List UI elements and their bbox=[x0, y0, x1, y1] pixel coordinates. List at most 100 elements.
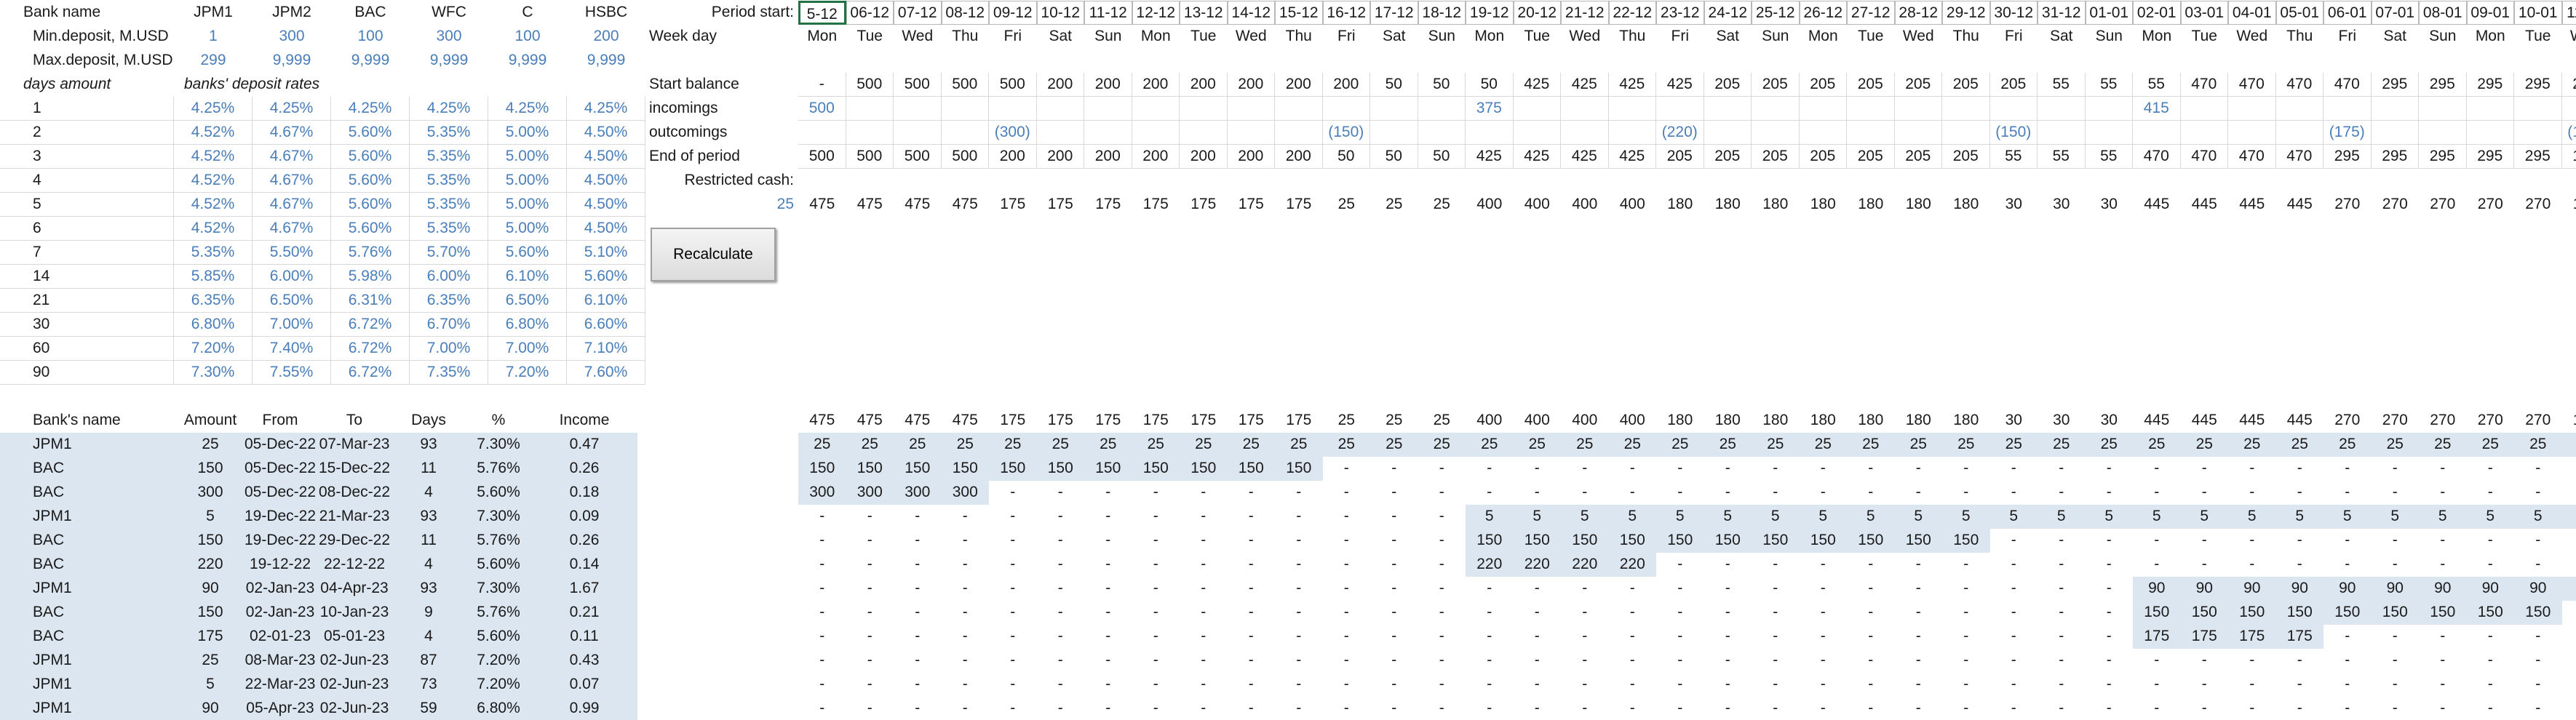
recalculate-button[interactable]: Recalculate bbox=[651, 228, 776, 281]
deposit-cell: 0.09 bbox=[531, 505, 637, 529]
grid-cell: - bbox=[1677, 652, 1683, 668]
grid-cell: - bbox=[1868, 700, 1874, 716]
income-cell bbox=[1275, 97, 1323, 121]
grid-cell: - bbox=[1534, 484, 1540, 500]
grid-cell: - bbox=[1820, 580, 1826, 596]
date-header: 11-12 bbox=[1084, 1, 1132, 25]
days-label: 30 bbox=[0, 313, 174, 337]
grid-cell: - bbox=[1487, 676, 1492, 692]
deposit-limit: 100 bbox=[357, 28, 383, 44]
grid-total: 270 bbox=[2477, 412, 2503, 428]
balance-cell: 50 bbox=[1466, 73, 1514, 97]
grid-cell: 25 bbox=[2180, 433, 2228, 457]
grid-cell: 175 bbox=[2180, 625, 2228, 649]
grid-cell: - bbox=[2059, 484, 2064, 500]
date-header: 14-12 bbox=[1227, 1, 1275, 25]
grid-cell: - bbox=[1677, 484, 1683, 500]
grid-cell: - bbox=[2106, 628, 2112, 644]
grid-cell: 220 bbox=[1608, 553, 1656, 577]
grid-cell: - bbox=[2535, 460, 2541, 476]
balance-cell: 200 bbox=[989, 145, 1037, 169]
deposit-limit: 300 bbox=[279, 28, 305, 44]
balance-cell: 470 bbox=[2133, 145, 2181, 169]
deposit-cell: 22-12-22 bbox=[317, 553, 391, 577]
grid-cell: 25 bbox=[2038, 433, 2086, 457]
balance-cell: 200 bbox=[1180, 73, 1228, 97]
grid-cell: - bbox=[1677, 460, 1683, 476]
deposit-cell: 7.20% bbox=[466, 673, 531, 697]
deposit-cell: 0.14 bbox=[531, 553, 637, 577]
date-header: 04-01 bbox=[2228, 1, 2276, 25]
grid-cell: 5 bbox=[2228, 505, 2276, 529]
grid-cell: - bbox=[2154, 484, 2160, 500]
grid-cell: - bbox=[2440, 628, 2446, 644]
available-cell: 175 bbox=[1286, 196, 1312, 212]
grid-total: 270 bbox=[2525, 412, 2551, 428]
rate-cell: 6.10% bbox=[567, 289, 645, 313]
grid-cell: - bbox=[1391, 580, 1397, 596]
income-cell bbox=[1036, 97, 1084, 121]
deposit-cell: 0.43 bbox=[531, 649, 637, 673]
available-cell: 445 bbox=[2286, 196, 2313, 212]
outgo-cell bbox=[2228, 121, 2276, 145]
rate-cell: 4.25% bbox=[331, 97, 410, 121]
rate-cell: 7.20% bbox=[488, 361, 567, 385]
grid-cell: - bbox=[1868, 580, 1874, 596]
weekday-cell: Sat bbox=[1716, 28, 1740, 44]
rate-cell: 6.72% bbox=[331, 337, 410, 361]
date-header: 28-12 bbox=[1894, 1, 1942, 25]
days-label: 4 bbox=[0, 169, 174, 193]
balance-cell: 470 bbox=[2180, 145, 2228, 169]
available-cell: 180 bbox=[1714, 196, 1741, 212]
outgo-cell bbox=[846, 121, 894, 145]
available-cell: 175 bbox=[1190, 196, 1217, 212]
grid-cell: - bbox=[1868, 676, 1874, 692]
rate-cell: 7.10% bbox=[567, 337, 645, 361]
grid-cell: - bbox=[2345, 676, 2350, 692]
outgo-cell bbox=[1561, 121, 1609, 145]
date-header: 10-12 bbox=[1036, 1, 1084, 25]
grid-cell: - bbox=[2154, 652, 2160, 668]
deposit-cell: 0.21 bbox=[531, 601, 637, 625]
grid-cell: - bbox=[867, 532, 872, 548]
grid-cell: - bbox=[1773, 556, 1778, 572]
date-header: 06-01 bbox=[2323, 1, 2372, 25]
grid-total: 475 bbox=[952, 412, 978, 428]
balance-cell: 425 bbox=[1656, 73, 1704, 97]
grid-cell: 25 bbox=[846, 433, 894, 457]
grid-cell: - bbox=[2535, 652, 2541, 668]
deposit-cell: 93 bbox=[391, 505, 466, 529]
grid-cell: 5 bbox=[2180, 505, 2228, 529]
available-cell: 25 bbox=[1337, 196, 1355, 212]
deposit-cell: 93 bbox=[391, 433, 466, 457]
header-cell: Income bbox=[559, 412, 610, 428]
grid-cell: - bbox=[1773, 604, 1778, 620]
deposit-limit: 200 bbox=[593, 28, 619, 44]
outgo-cell bbox=[1132, 121, 1180, 145]
grid-cell: - bbox=[867, 700, 872, 716]
deposit-cell: 5.60% bbox=[466, 625, 531, 649]
rate-cell: 4.67% bbox=[253, 169, 331, 193]
weekday-cell: Sat bbox=[1382, 28, 1406, 44]
deposit-cell: 87 bbox=[391, 649, 466, 673]
balance-cell: 200 bbox=[1275, 145, 1323, 169]
grid-cell: 25 bbox=[941, 433, 989, 457]
grid-cell: 150 bbox=[894, 457, 942, 481]
grid-cell: 5 bbox=[2275, 505, 2323, 529]
grid-cell: 150 bbox=[1608, 529, 1656, 553]
days-label: 60 bbox=[0, 337, 174, 361]
outgo-cell bbox=[2371, 121, 2419, 145]
grid-cell: - bbox=[2059, 460, 2064, 476]
grid-cell: - bbox=[1248, 604, 1254, 620]
rate-cell: 4.52% bbox=[174, 169, 253, 193]
income-cell bbox=[2466, 97, 2514, 121]
rate-cell: 5.60% bbox=[331, 121, 410, 145]
balance-cell: 205 bbox=[1752, 145, 1800, 169]
rate-cell: 6.00% bbox=[253, 265, 331, 289]
grid-cell: - bbox=[1629, 484, 1635, 500]
rate-cell: 4.50% bbox=[567, 169, 645, 193]
weekday-cell: Wed bbox=[1235, 28, 1267, 44]
header-cell: To bbox=[346, 412, 363, 428]
grid-cell: - bbox=[1963, 556, 1969, 572]
date-header: 30-12 bbox=[1989, 1, 2038, 25]
